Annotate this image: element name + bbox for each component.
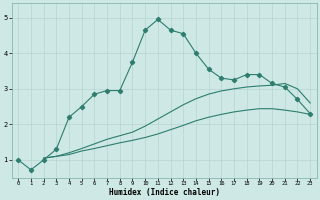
X-axis label: Humidex (Indice chaleur): Humidex (Indice chaleur)	[109, 188, 220, 197]
